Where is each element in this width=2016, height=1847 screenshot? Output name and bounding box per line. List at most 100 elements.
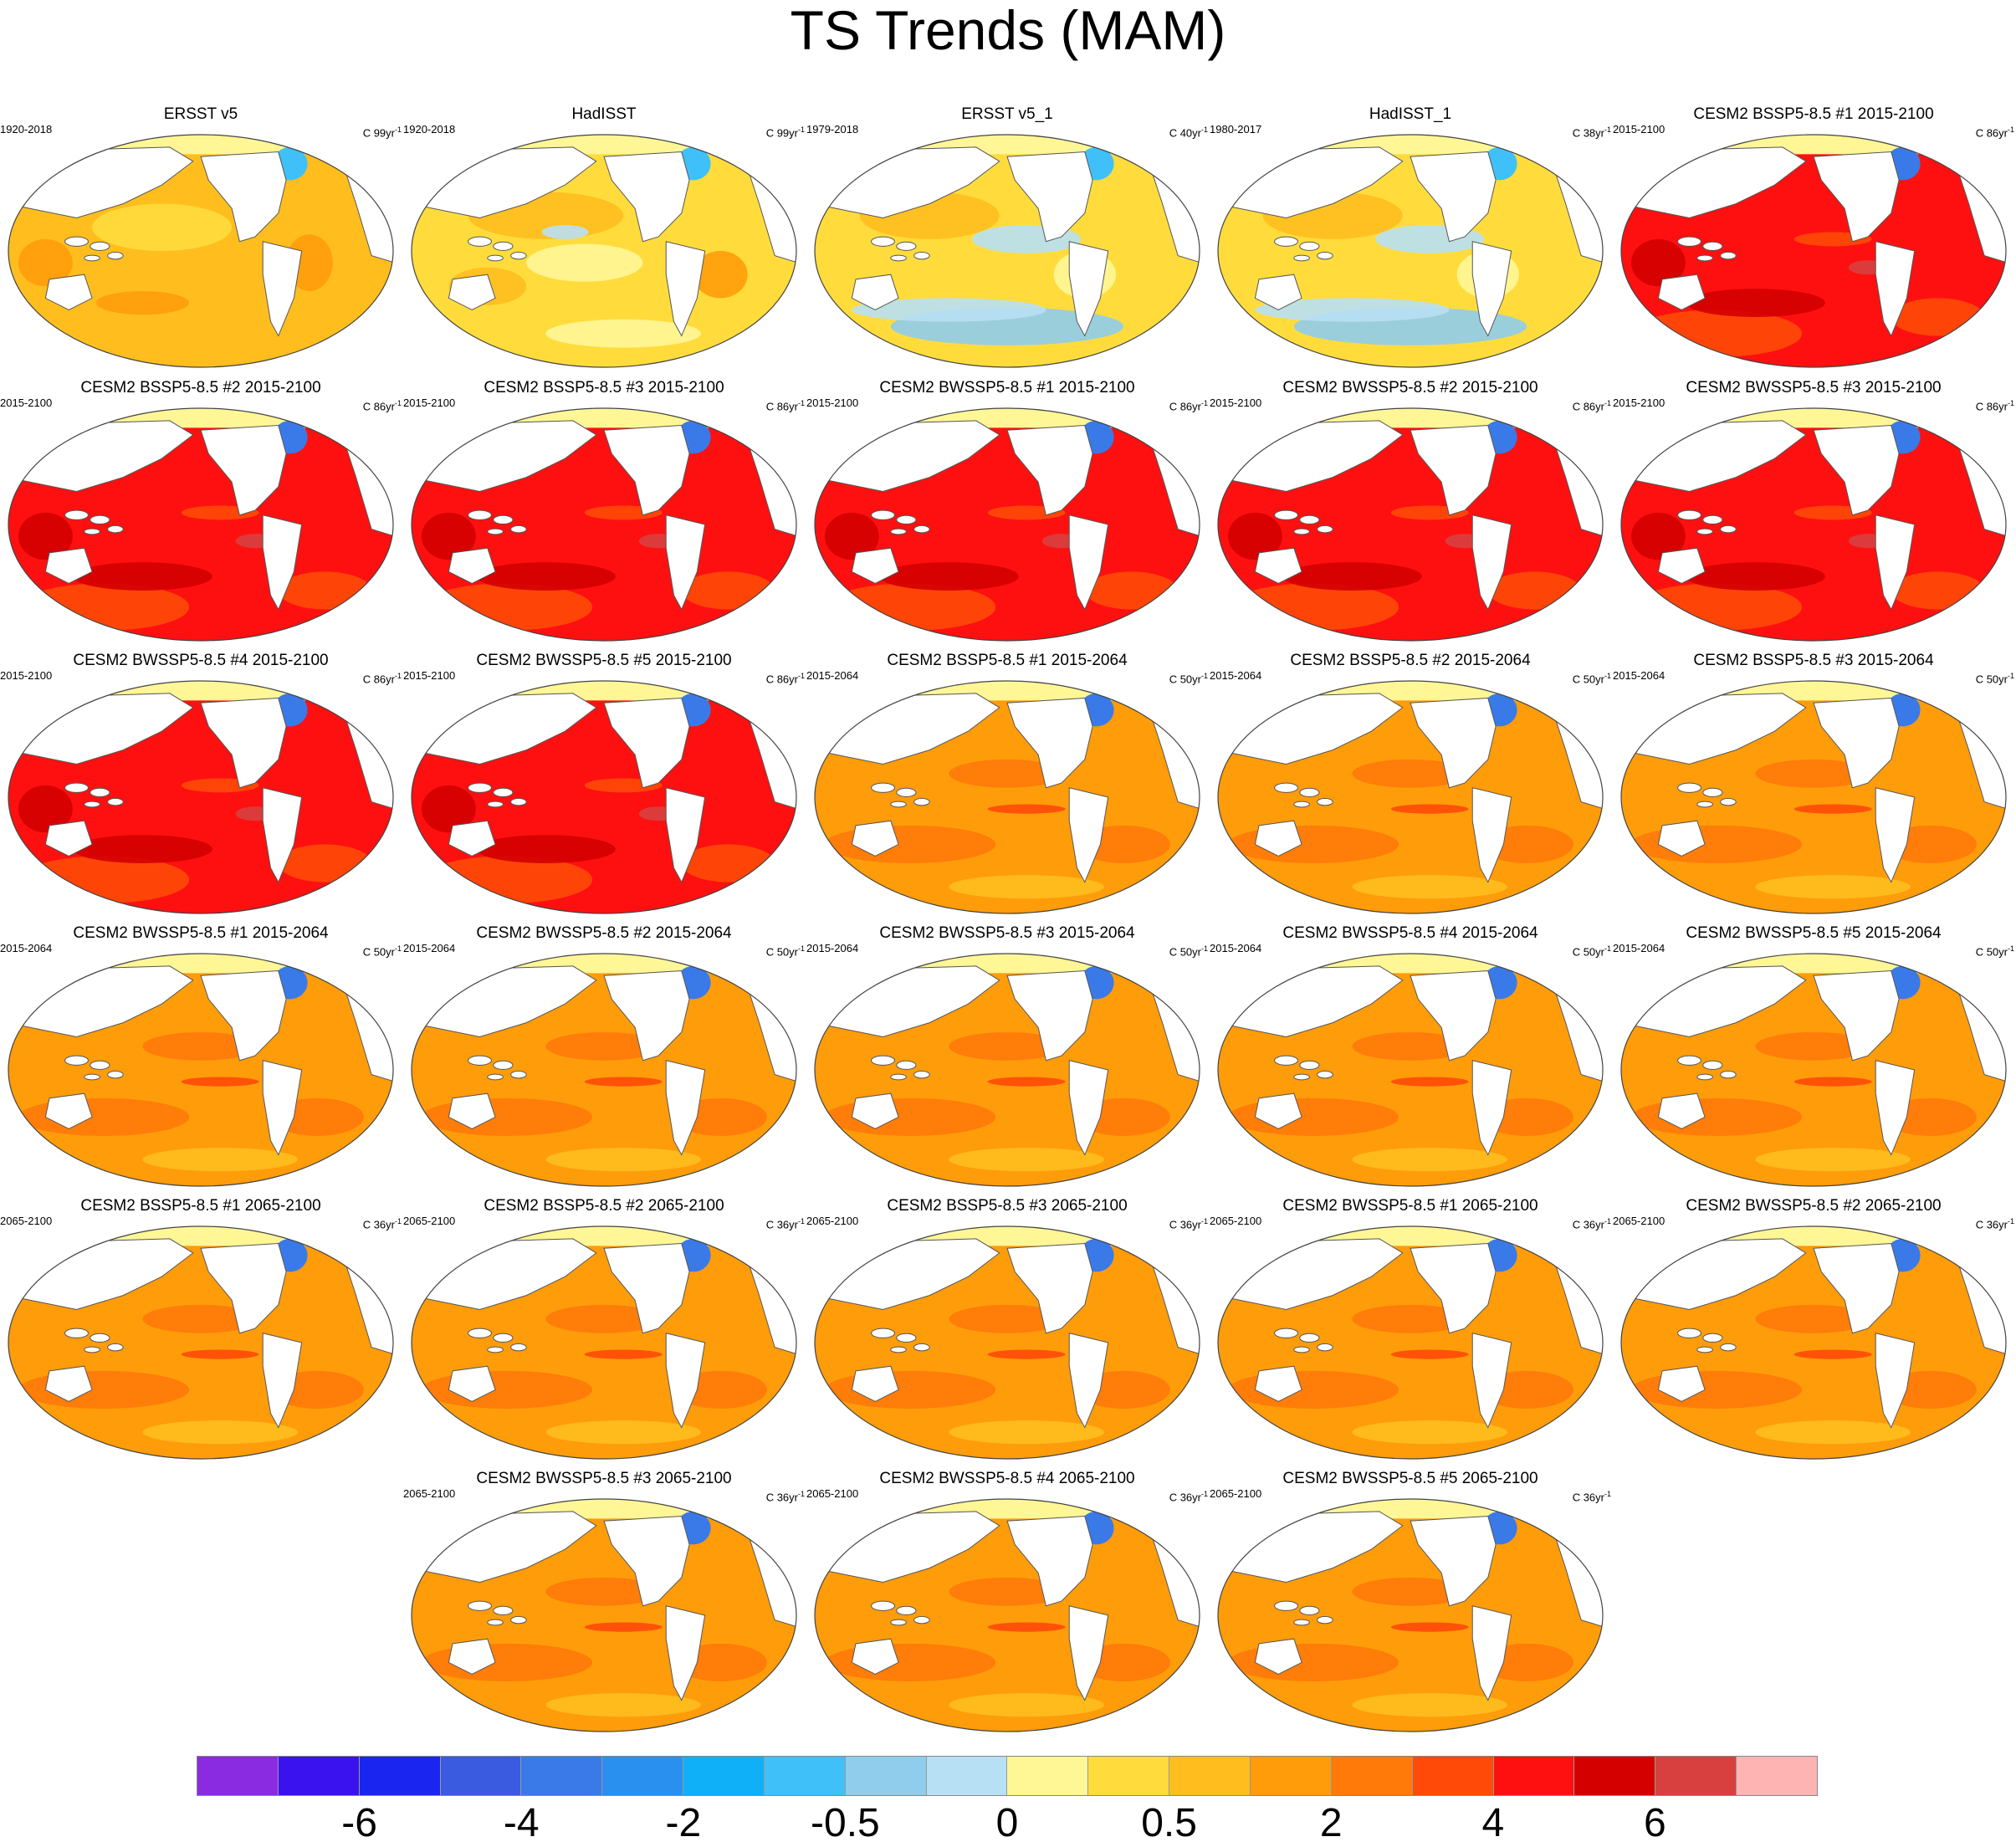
map-panel: CESM2 BWSSP5-8.5 #3 2065-2100 2065-2100 C … [403, 1469, 805, 1737]
arctic-region [412, 1226, 796, 1246]
map-border [411, 1498, 797, 1732]
trend-region [181, 1349, 259, 1359]
land-island [1317, 1615, 1333, 1624]
panel-units-text: C 99yr [362, 126, 395, 140]
map-border [8, 953, 394, 1187]
map-projection [411, 680, 797, 914]
panel-units: C 40yr-1 [1169, 123, 1208, 140]
land-island [64, 1328, 89, 1338]
map-projection [8, 407, 394, 642]
land-australia [44, 1092, 93, 1130]
land-island [84, 801, 100, 808]
colorbar-tick-label: -0.5 [811, 1801, 880, 1845]
land-island [1299, 1060, 1320, 1070]
trend-region [95, 290, 190, 315]
map-projection [411, 1498, 797, 1732]
land-australia [448, 1638, 496, 1676]
arctic-region [1218, 135, 1603, 155]
panel-units-text: C 36yr [1572, 1491, 1604, 1504]
panel-title: CESM2 BSSP5-8.5 #2 2065-2100 [484, 1197, 724, 1215]
colorbar-swatch [1331, 1757, 1413, 1795]
trend-region [693, 251, 748, 299]
land-island [1677, 782, 1701, 793]
map-projection [814, 953, 1200, 1187]
map-panel: CESM2 BSSP5-8.5 #2 2015-2064 2015-2064 C 5… [1210, 651, 1611, 918]
panel-period: 2065-2100 [403, 1215, 456, 1227]
land-island [1702, 1333, 1723, 1343]
land-island [1274, 1328, 1298, 1338]
trend-region [987, 1349, 1066, 1359]
land-south-america [665, 1333, 706, 1429]
map-panel: CESM2 BWSSP5-8.5 #5 2015-2064 2015-2064 C … [1613, 924, 2014, 1191]
panel-period: 2015-2064 [1210, 942, 1262, 954]
panel-title: ERSST v5 [163, 105, 238, 123]
panel-units-exponent: -1 [1604, 944, 1611, 953]
arctic-region [815, 681, 1200, 701]
panel-units-text: C 86yr [765, 673, 798, 686]
map-projection [1620, 1225, 2007, 1460]
land-north-america [1410, 970, 1497, 1062]
map-border [1620, 953, 2007, 1187]
land-island [890, 1073, 907, 1081]
land-island [913, 1615, 930, 1624]
panel-title: CESM2 BWSSP5-8.5 #5 2015-2100 [476, 652, 732, 669]
land-australia [1254, 1638, 1302, 1676]
land-island [487, 1619, 504, 1626]
panel-title: CESM2 BSSP5-8.5 #2 2015-2100 [80, 379, 321, 397]
land-north-america [200, 425, 287, 516]
land-north-america [1006, 425, 1093, 516]
trend-region [1390, 1349, 1469, 1359]
panel-units: C 50yr-1 [1573, 942, 1611, 959]
colorbar-swatch [197, 1757, 279, 1795]
panel-title: CESM2 BSSP5-8.5 #3 2015-2064 [1693, 652, 1934, 669]
land-island [493, 1333, 514, 1343]
panel-period: 2015-2100 [806, 397, 859, 409]
trend-region [1630, 1370, 1803, 1409]
colorbar-swatch [926, 1757, 1008, 1795]
panel-units-exponent: -1 [1604, 125, 1611, 134]
map-panel: CESM2 BWSSP5-8.5 #4 2065-2100 2065-2100 C … [806, 1469, 1208, 1737]
panel-units-exponent: -1 [394, 399, 402, 407]
colorbar-tick-label: 0 [995, 1801, 1019, 1845]
panel-units-exponent: -1 [394, 125, 402, 134]
panel-units-text: C 36yr [765, 1218, 798, 1231]
land-island [1696, 254, 1713, 262]
panel-title: CESM2 BWSSP5-8.5 #3 2065-2100 [476, 1470, 732, 1487]
trend-region [181, 1077, 259, 1087]
map-projection [1217, 953, 1604, 1187]
trend-region [824, 583, 996, 631]
panel-units-exponent: -1 [1200, 944, 1208, 953]
map-border [411, 953, 797, 1187]
trend-region [1352, 1148, 1507, 1172]
map-panel: CESM2 BWSSP5-8.5 #4 2015-2064 2015-2064 C … [1210, 924, 1611, 1191]
trend-region [1891, 298, 1985, 336]
land-australia [44, 547, 93, 585]
trend-region [1630, 825, 1803, 863]
land-island [1702, 787, 1723, 797]
trend-region [526, 243, 643, 282]
panel-title: CESM2 BWSSP5-8.5 #1 2015-2100 [879, 379, 1135, 397]
trend-region [545, 1031, 663, 1061]
land-island [1317, 524, 1333, 534]
panel-units-exponent: -1 [394, 944, 402, 953]
panel-units: C 36yr-1 [1573, 1215, 1611, 1231]
panel-units: C 50yr-1 [363, 942, 402, 959]
map-projection [411, 953, 797, 1187]
arctic-region [412, 1499, 796, 1519]
arctic-region [815, 1226, 1200, 1246]
figure-title: TS Trends (MAM) [790, 0, 1226, 61]
colorbar-swatch [1493, 1757, 1575, 1795]
panel-units-exponent: -1 [394, 1217, 402, 1225]
land-north-america [200, 698, 287, 789]
trend-region [1227, 1097, 1399, 1136]
panel-title: CESM2 BSSP5-8.5 #3 2015-2100 [484, 379, 724, 397]
trend-region [18, 238, 73, 287]
land-island [84, 528, 100, 535]
land-island [493, 1605, 514, 1615]
land-island [1317, 797, 1333, 806]
trend-region [1352, 1693, 1507, 1717]
land-island [1720, 251, 1737, 260]
map-projection [814, 1498, 1200, 1732]
panel-units-text: C 86yr [765, 400, 798, 413]
land-island [510, 1343, 527, 1352]
